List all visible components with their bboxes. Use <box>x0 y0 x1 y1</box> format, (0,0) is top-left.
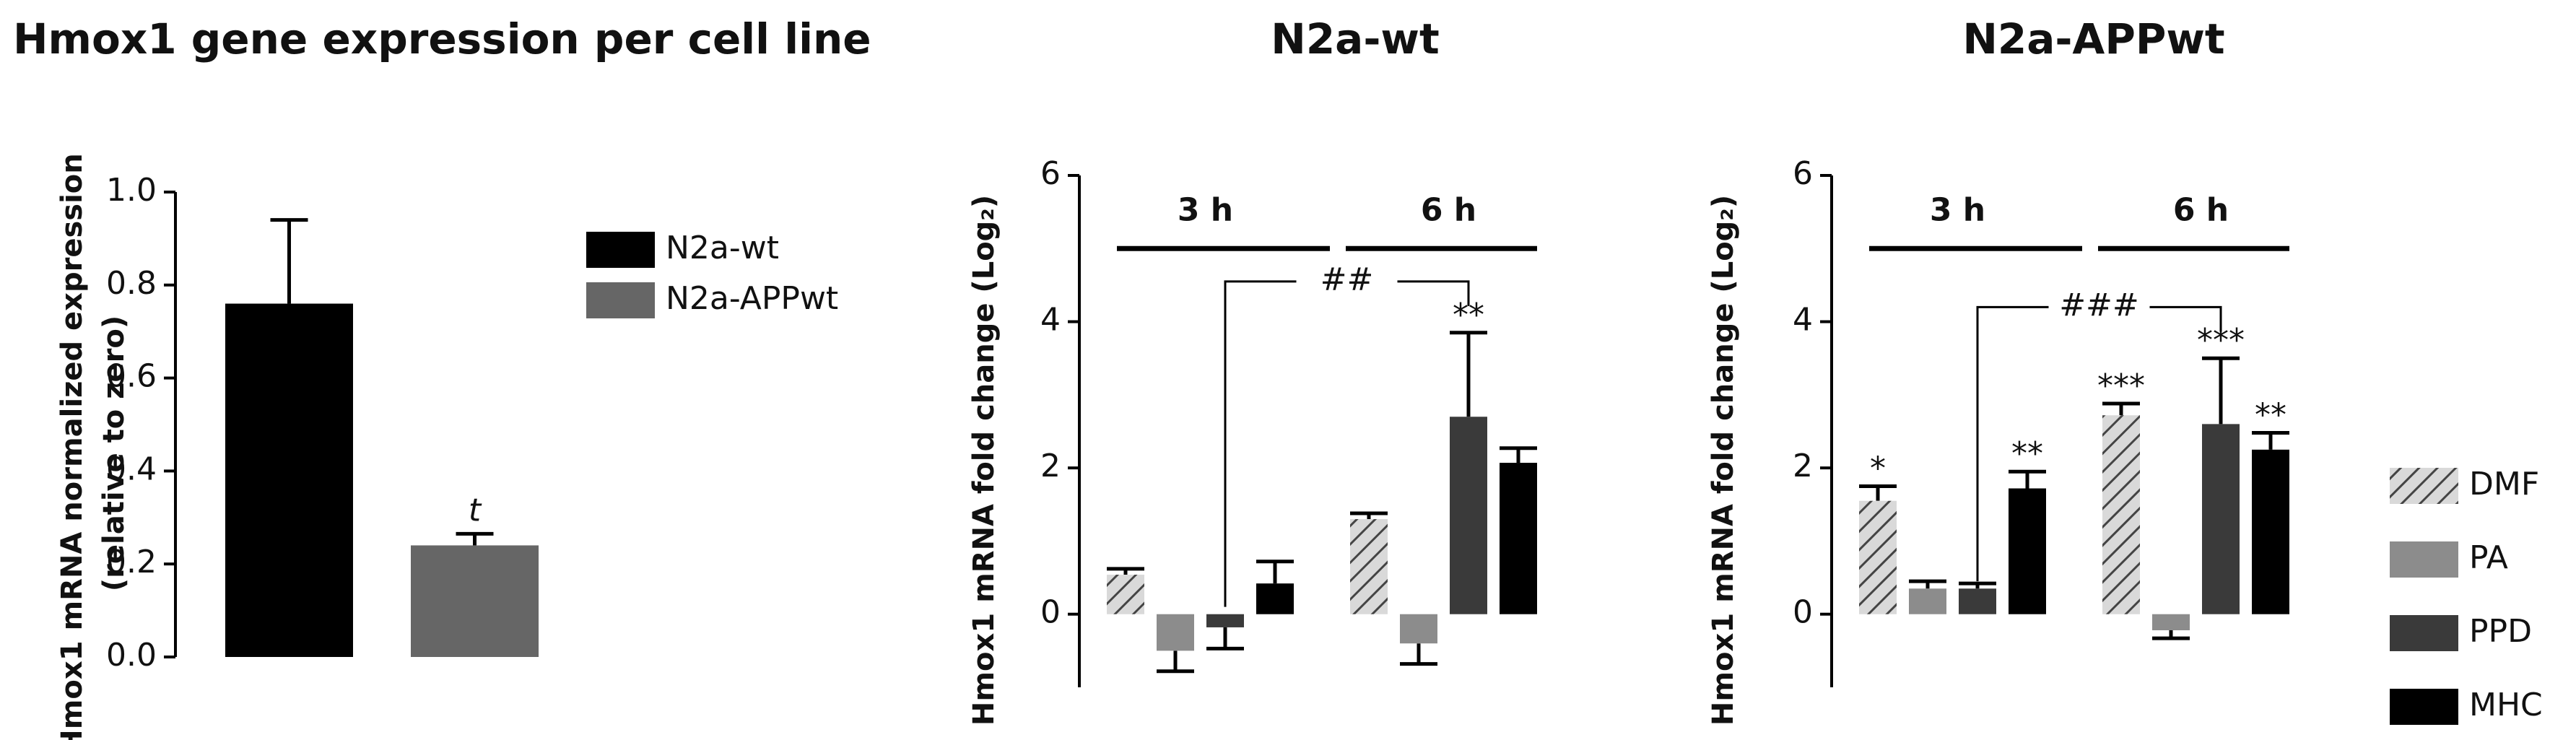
y-tick-label: 0.8 <box>106 265 157 302</box>
y-tick-label: 0.2 <box>106 544 157 580</box>
legend-label: N2a-wt <box>666 230 779 266</box>
bar <box>1350 519 1388 614</box>
comparison-bracket <box>1976 305 2222 582</box>
bar <box>1107 575 1144 614</box>
legend-swatch <box>2390 541 2458 578</box>
y-axis-label: Hmox1 mRNA fold change (Log₂) <box>967 195 1001 726</box>
comparison-bracket <box>1224 280 1470 607</box>
legend-label: MHC <box>2469 687 2543 723</box>
y-axis-label: Hmox1 mRNA normalized expression <box>56 153 89 740</box>
significance-label: * <box>1870 450 1886 487</box>
legend-swatch <box>2390 689 2458 725</box>
y-axis-label: Hmox1 mRNA fold change (Log₂) <box>1707 195 1740 726</box>
comparison-label: ### <box>2059 287 2139 323</box>
bar <box>1500 463 1537 614</box>
bar <box>1859 500 1897 614</box>
bar <box>2202 424 2240 614</box>
y-tick-label: 6 <box>1793 155 1813 192</box>
group-label: 3 h <box>1930 192 1985 229</box>
chart-title: Hmox1 gene expression per cell line <box>13 14 871 64</box>
y-tick-label: 0 <box>1040 594 1061 631</box>
bar <box>2102 415 2140 614</box>
y-axis-label: (relative to zero) <box>97 315 131 591</box>
group-label: 6 h <box>2173 192 2229 229</box>
bar <box>1450 417 1487 614</box>
bar <box>1256 583 1294 614</box>
legend-swatch <box>586 282 655 318</box>
y-tick-label: 0.4 <box>106 450 157 487</box>
bar <box>411 545 539 657</box>
bar <box>1959 588 1996 614</box>
y-tick-label: 6 <box>1040 155 1061 192</box>
legend-swatch <box>2390 468 2458 504</box>
group-label: 6 h <box>1421 192 1476 229</box>
legend-swatch <box>586 232 655 268</box>
y-tick-label: 4 <box>1040 302 1061 339</box>
significance-label: t <box>469 492 482 528</box>
bar <box>2009 488 2046 614</box>
y-tick-label: 4 <box>1793 302 1813 339</box>
legend-label: DMF <box>2469 466 2539 502</box>
significance-label: ** <box>2011 435 2043 472</box>
y-tick-label: 2 <box>1040 448 1061 484</box>
significance-label: *** <box>2097 367 2145 404</box>
y-tick-label: 0 <box>1793 594 1813 631</box>
significance-label: ** <box>2255 397 2286 434</box>
bar <box>1157 614 1194 651</box>
bar <box>2152 614 2190 630</box>
legend-label: PPD <box>2469 613 2532 650</box>
legend-label: PA <box>2469 539 2508 576</box>
bar <box>1400 614 1437 644</box>
legend-label: N2a-APPwt <box>666 280 838 317</box>
y-tick-label: 1.0 <box>106 172 157 209</box>
legend-swatch <box>2390 615 2458 651</box>
bar <box>225 303 353 657</box>
group-label: 3 h <box>1178 192 1233 229</box>
chart-title: N2a-APPwt <box>1962 14 2224 64</box>
y-tick-label: 0.0 <box>106 637 157 674</box>
y-tick-label: 2 <box>1793 448 1813 484</box>
chart-title: N2a-wt <box>1271 14 1439 64</box>
bar <box>1206 614 1244 627</box>
y-tick-label: 0.6 <box>106 358 157 395</box>
bar <box>1909 588 1946 614</box>
bar <box>2252 449 2289 614</box>
comparison-label: ## <box>1320 261 1374 298</box>
